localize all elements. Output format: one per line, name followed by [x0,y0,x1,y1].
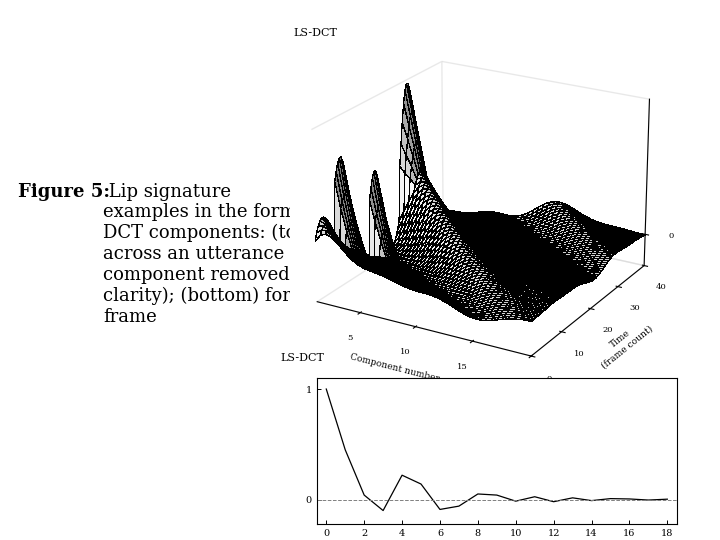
Text: Lip signature
examples in the form of LS-
DCT components: (top)
across an uttera: Lip signature examples in the form of LS… [103,183,368,326]
Text: Figure 5:: Figure 5: [18,183,110,200]
Text: LS-DCT: LS-DCT [294,28,338,38]
Text: LS-DCT: LS-DCT [281,353,325,363]
X-axis label: Component number  →: Component number → [348,352,453,387]
Y-axis label: Time
(frame count): Time (frame count) [593,315,654,370]
